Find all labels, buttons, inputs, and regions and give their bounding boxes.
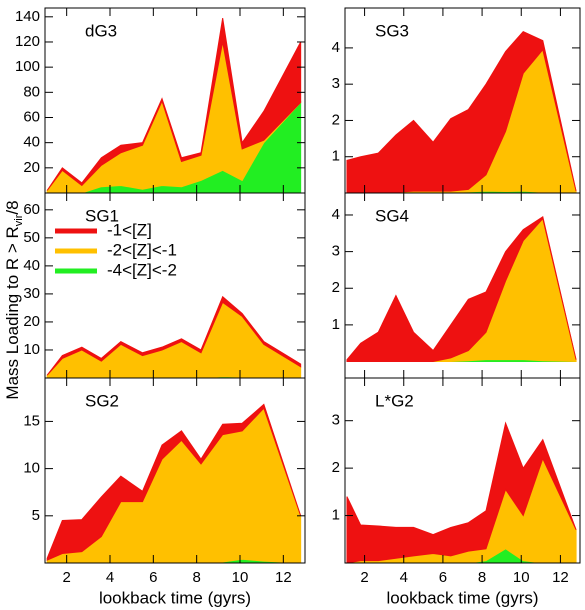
x-tick-label: 6 xyxy=(439,569,447,586)
y-tick-label: 2 xyxy=(332,459,340,476)
area xyxy=(46,403,302,561)
y-tick-label: 60 xyxy=(23,108,40,125)
y-tick-label: 1 xyxy=(332,507,340,524)
panel-title: SG4 xyxy=(375,206,409,225)
y-tick-label: 20 xyxy=(23,313,40,330)
y-tick-label: 1 xyxy=(332,316,340,333)
x-tick-label: 8 xyxy=(478,569,486,586)
panel-title: SG1 xyxy=(85,206,119,225)
legend-label: -1<[Z] xyxy=(107,220,152,239)
y-tick-label: 50 xyxy=(23,229,40,246)
y-tick-label: 140 xyxy=(15,8,40,25)
panel-title: L*G2 xyxy=(375,391,414,410)
legend-label: -4<[Z]<-2 xyxy=(107,260,177,279)
y-tick-label: 2 xyxy=(332,279,340,296)
area xyxy=(46,295,302,376)
y-axis-label-main: Mass Loading to R > R xyxy=(3,226,22,399)
x-axis-label: lookback time (gyrs) xyxy=(99,588,251,607)
y-tick-label: 4 xyxy=(332,39,340,56)
y-tick-label: 30 xyxy=(23,285,40,302)
y-axis-label-sub: vir xyxy=(13,214,25,226)
area xyxy=(346,30,577,194)
area xyxy=(346,216,577,363)
x-axis-label: lookback time (gyrs) xyxy=(386,588,538,607)
x-tick-label: 6 xyxy=(149,569,157,586)
panel-frame xyxy=(44,377,306,564)
y-tick-label: 3 xyxy=(332,243,340,260)
y-tick-label: 100 xyxy=(15,58,40,75)
x-tick-label: 12 xyxy=(275,569,292,586)
x-tick-label: 12 xyxy=(552,569,569,586)
panel-title: SG3 xyxy=(375,21,409,40)
panel-frame xyxy=(344,377,581,564)
y-tick-label: 3 xyxy=(332,75,340,92)
area xyxy=(346,421,577,564)
y-tick-label: 3 xyxy=(332,412,340,429)
y-tick-label: 40 xyxy=(23,257,40,274)
x-tick-label: 2 xyxy=(360,569,368,586)
y-tick-label: 2 xyxy=(332,111,340,128)
y-tick-label: 40 xyxy=(23,134,40,151)
x-tick-label: 8 xyxy=(192,569,200,586)
y-tick-label: 20 xyxy=(23,159,40,176)
y-tick-label: 80 xyxy=(23,83,40,100)
x-tick-label: 10 xyxy=(232,569,249,586)
y-tick-label: 10 xyxy=(23,460,40,477)
x-tick-label: 10 xyxy=(513,569,530,586)
panel-title: dG3 xyxy=(85,21,117,40)
area xyxy=(46,17,302,191)
y-tick-label: 5 xyxy=(32,507,40,524)
y-tick-label: 4 xyxy=(332,206,340,223)
y-tick-label: 1 xyxy=(332,148,340,165)
y-tick-label: 15 xyxy=(23,412,40,429)
y-axis-label: Mass Loading to R > Rvir/8 xyxy=(3,200,24,399)
y-tick-label: 120 xyxy=(15,33,40,50)
y-tick-label: 10 xyxy=(23,341,40,358)
x-tick-label: 4 xyxy=(106,569,114,586)
x-tick-label: 2 xyxy=(62,569,70,586)
panel-title: SG2 xyxy=(85,391,119,410)
x-tick-label: 4 xyxy=(400,569,408,586)
legend-label: -2<[Z]<-1 xyxy=(107,240,177,259)
y-tick-label: 60 xyxy=(23,201,40,218)
y-axis-label-tail: /8 xyxy=(3,200,22,214)
